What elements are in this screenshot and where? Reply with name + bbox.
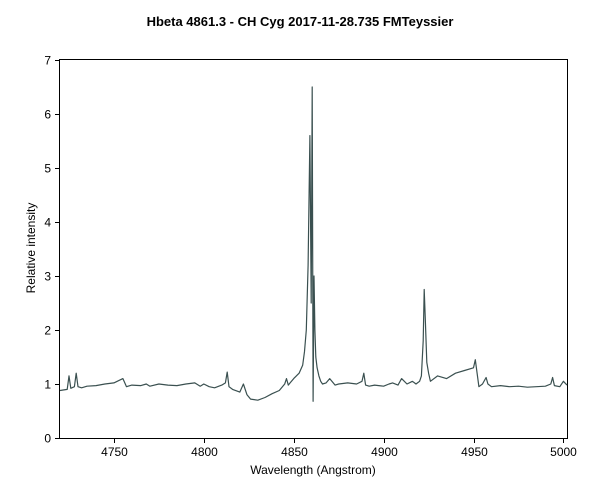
- y-tick-label: 4: [44, 216, 51, 230]
- x-tick-label: 4750: [101, 445, 128, 459]
- series-line-0: [59, 86, 568, 402]
- y-tick-label: 3: [44, 270, 51, 284]
- x-axis-label: Wavelength (Angstrom): [250, 463, 376, 477]
- y-tick-label: 5: [44, 162, 51, 176]
- y-tick-label: 6: [44, 108, 51, 122]
- x-tick-label: 4800: [191, 445, 218, 459]
- y-tick-label: 1: [44, 378, 51, 392]
- x-tick-label: 4850: [281, 445, 308, 459]
- y-axis-label: Relative intensity: [24, 203, 38, 294]
- y-tick-label: 0: [44, 432, 51, 446]
- x-tick-label: 4900: [371, 445, 398, 459]
- y-tick-label: 2: [44, 324, 51, 338]
- x-tick-label: 4950: [461, 445, 488, 459]
- x-tick-label: 5000: [550, 445, 577, 459]
- y-tick-label: 7: [44, 54, 51, 68]
- chart-title: Hbeta 4861.3 - CH Cyg 2017-11-28.735 FMT…: [146, 14, 454, 29]
- chart-marks: 0 1 2 3 4 5 6 7 4750 4800 4850 4900 4950 5000: [44, 54, 577, 460]
